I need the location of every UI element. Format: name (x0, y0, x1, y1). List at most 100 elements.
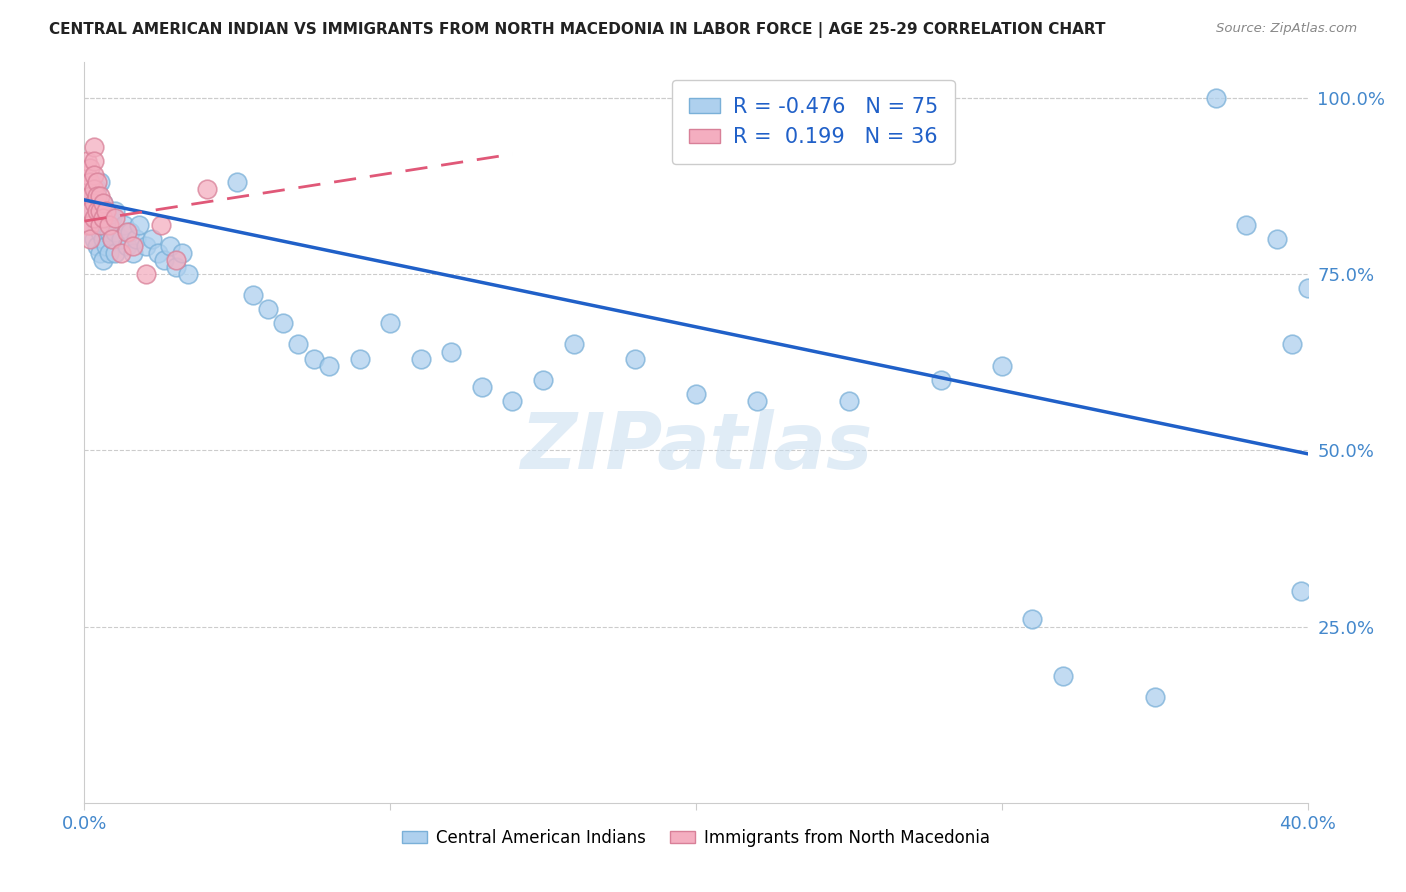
Point (1143, 690, 1166, 704)
Point (349, 351, 371, 366)
Point (838, 393, 860, 408)
Point (165, 260, 187, 274)
Point (287, 337, 309, 351)
Point (135, 267, 157, 281)
Point (79, 203, 101, 218)
Point (159, 239, 181, 253)
Point (91, 218, 114, 232)
Point (76, 218, 98, 232)
Point (94, 203, 117, 218)
Point (104, 245, 127, 260)
Point (83, 168, 105, 182)
Point (104, 211, 127, 225)
Point (83, 211, 105, 225)
Point (257, 302, 280, 317)
Point (89, 189, 111, 203)
Point (83, 211, 105, 225)
Point (76, 154, 98, 169)
Point (531, 373, 554, 387)
Point (89, 203, 111, 218)
Point (242, 288, 264, 302)
Point (79, 232, 101, 246)
Point (502, 393, 524, 408)
Point (153, 252, 176, 267)
Point (89, 245, 111, 260)
Point (1291, 584, 1313, 599)
Point (747, 393, 769, 408)
Point (318, 359, 340, 373)
Point (440, 344, 463, 359)
Point (1265, 232, 1288, 246)
Point (76, 203, 98, 218)
Point (101, 232, 124, 246)
Point (1296, 281, 1319, 295)
Point (86, 203, 108, 218)
Point (86, 218, 108, 232)
Point (79, 218, 101, 232)
Point (91, 196, 114, 211)
Point (79, 175, 101, 189)
Point (94, 239, 117, 253)
Point (94, 203, 117, 218)
Point (104, 203, 127, 218)
Point (146, 245, 169, 260)
Point (112, 218, 135, 232)
Point (86, 239, 108, 253)
Point (101, 232, 124, 246)
Point (471, 380, 494, 394)
Point (79, 161, 101, 176)
Point (165, 252, 187, 267)
Point (94, 218, 117, 232)
Point (97, 211, 120, 225)
Point (79, 218, 101, 232)
Point (1281, 337, 1303, 351)
Point (177, 267, 200, 281)
Point (79, 196, 101, 211)
Point (104, 225, 127, 239)
Point (141, 232, 163, 246)
Point (89, 211, 111, 225)
Point (120, 225, 142, 239)
Point (1052, 669, 1074, 683)
Point (101, 211, 124, 225)
Point (1236, 218, 1258, 232)
Point (91, 252, 114, 267)
Point (97, 245, 120, 260)
Point (86, 189, 108, 203)
Legend: Central American Indians, Immigrants from North Macedonia: Central American Indians, Immigrants fro… (395, 822, 997, 854)
Point (110, 245, 132, 260)
Text: Source: ZipAtlas.com: Source: ZipAtlas.com (1216, 22, 1357, 36)
Point (128, 218, 150, 232)
Point (97, 225, 120, 239)
Point (195, 182, 218, 196)
Point (115, 239, 138, 253)
Point (929, 373, 952, 387)
Point (83, 140, 105, 154)
Point (89, 196, 111, 211)
Point (125, 232, 148, 246)
Point (91, 232, 114, 246)
Point (685, 387, 707, 401)
Point (83, 232, 105, 246)
Point (86, 182, 108, 196)
Point (86, 175, 108, 189)
Point (172, 245, 194, 260)
Point (83, 189, 105, 203)
Point (271, 316, 294, 330)
Point (115, 225, 138, 239)
Point (91, 196, 114, 211)
Point (624, 351, 647, 366)
Point (91, 211, 114, 225)
Point (89, 218, 111, 232)
Point (97, 218, 120, 232)
Point (302, 351, 325, 366)
Point (1021, 612, 1043, 626)
Point (76, 168, 98, 182)
Point (1205, 91, 1227, 105)
Text: ZIPatlas: ZIPatlas (520, 409, 872, 485)
Point (135, 239, 157, 253)
Point (83, 154, 105, 169)
Point (83, 196, 105, 211)
Point (562, 337, 585, 351)
Point (110, 232, 132, 246)
